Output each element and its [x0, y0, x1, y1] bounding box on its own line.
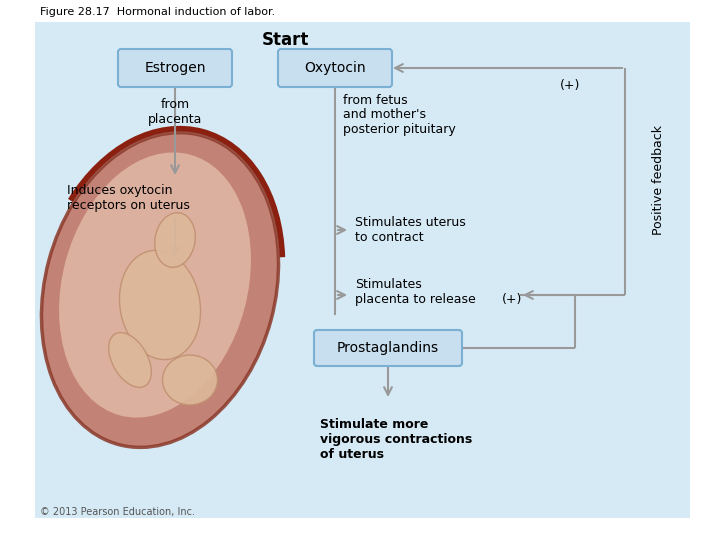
Text: Estrogen: Estrogen [144, 61, 206, 75]
Ellipse shape [163, 355, 217, 405]
FancyBboxPatch shape [314, 330, 462, 366]
FancyBboxPatch shape [278, 49, 392, 87]
Text: Stimulates uterus
to contract: Stimulates uterus to contract [355, 216, 466, 244]
FancyBboxPatch shape [35, 22, 690, 518]
Text: Oxytocin: Oxytocin [304, 61, 366, 75]
Text: Induces oxytocin
receptors on uterus: Induces oxytocin receptors on uterus [67, 184, 190, 212]
Ellipse shape [120, 251, 201, 360]
Text: (+): (+) [560, 79, 580, 92]
Ellipse shape [59, 152, 251, 417]
Text: Positive feedback: Positive feedback [652, 125, 665, 235]
Text: Stimulate more
vigorous contractions
of uterus: Stimulate more vigorous contractions of … [320, 418, 472, 462]
Ellipse shape [42, 133, 279, 447]
Text: © 2013 Pearson Education, Inc.: © 2013 Pearson Education, Inc. [40, 507, 195, 517]
Ellipse shape [109, 333, 151, 387]
Text: Prostaglandins: Prostaglandins [337, 341, 439, 355]
Text: Figure 28.17  Hormonal induction of labor.: Figure 28.17 Hormonal induction of labor… [40, 7, 275, 17]
Text: Start: Start [261, 31, 309, 49]
Text: from fetus
and mother's
posterior pituitary: from fetus and mother's posterior pituit… [343, 93, 456, 137]
Text: from
placenta: from placenta [148, 98, 202, 126]
Text: (+): (+) [502, 293, 523, 306]
Text: Stimulates
placenta to release: Stimulates placenta to release [355, 278, 476, 306]
Ellipse shape [155, 213, 195, 267]
FancyBboxPatch shape [118, 49, 232, 87]
